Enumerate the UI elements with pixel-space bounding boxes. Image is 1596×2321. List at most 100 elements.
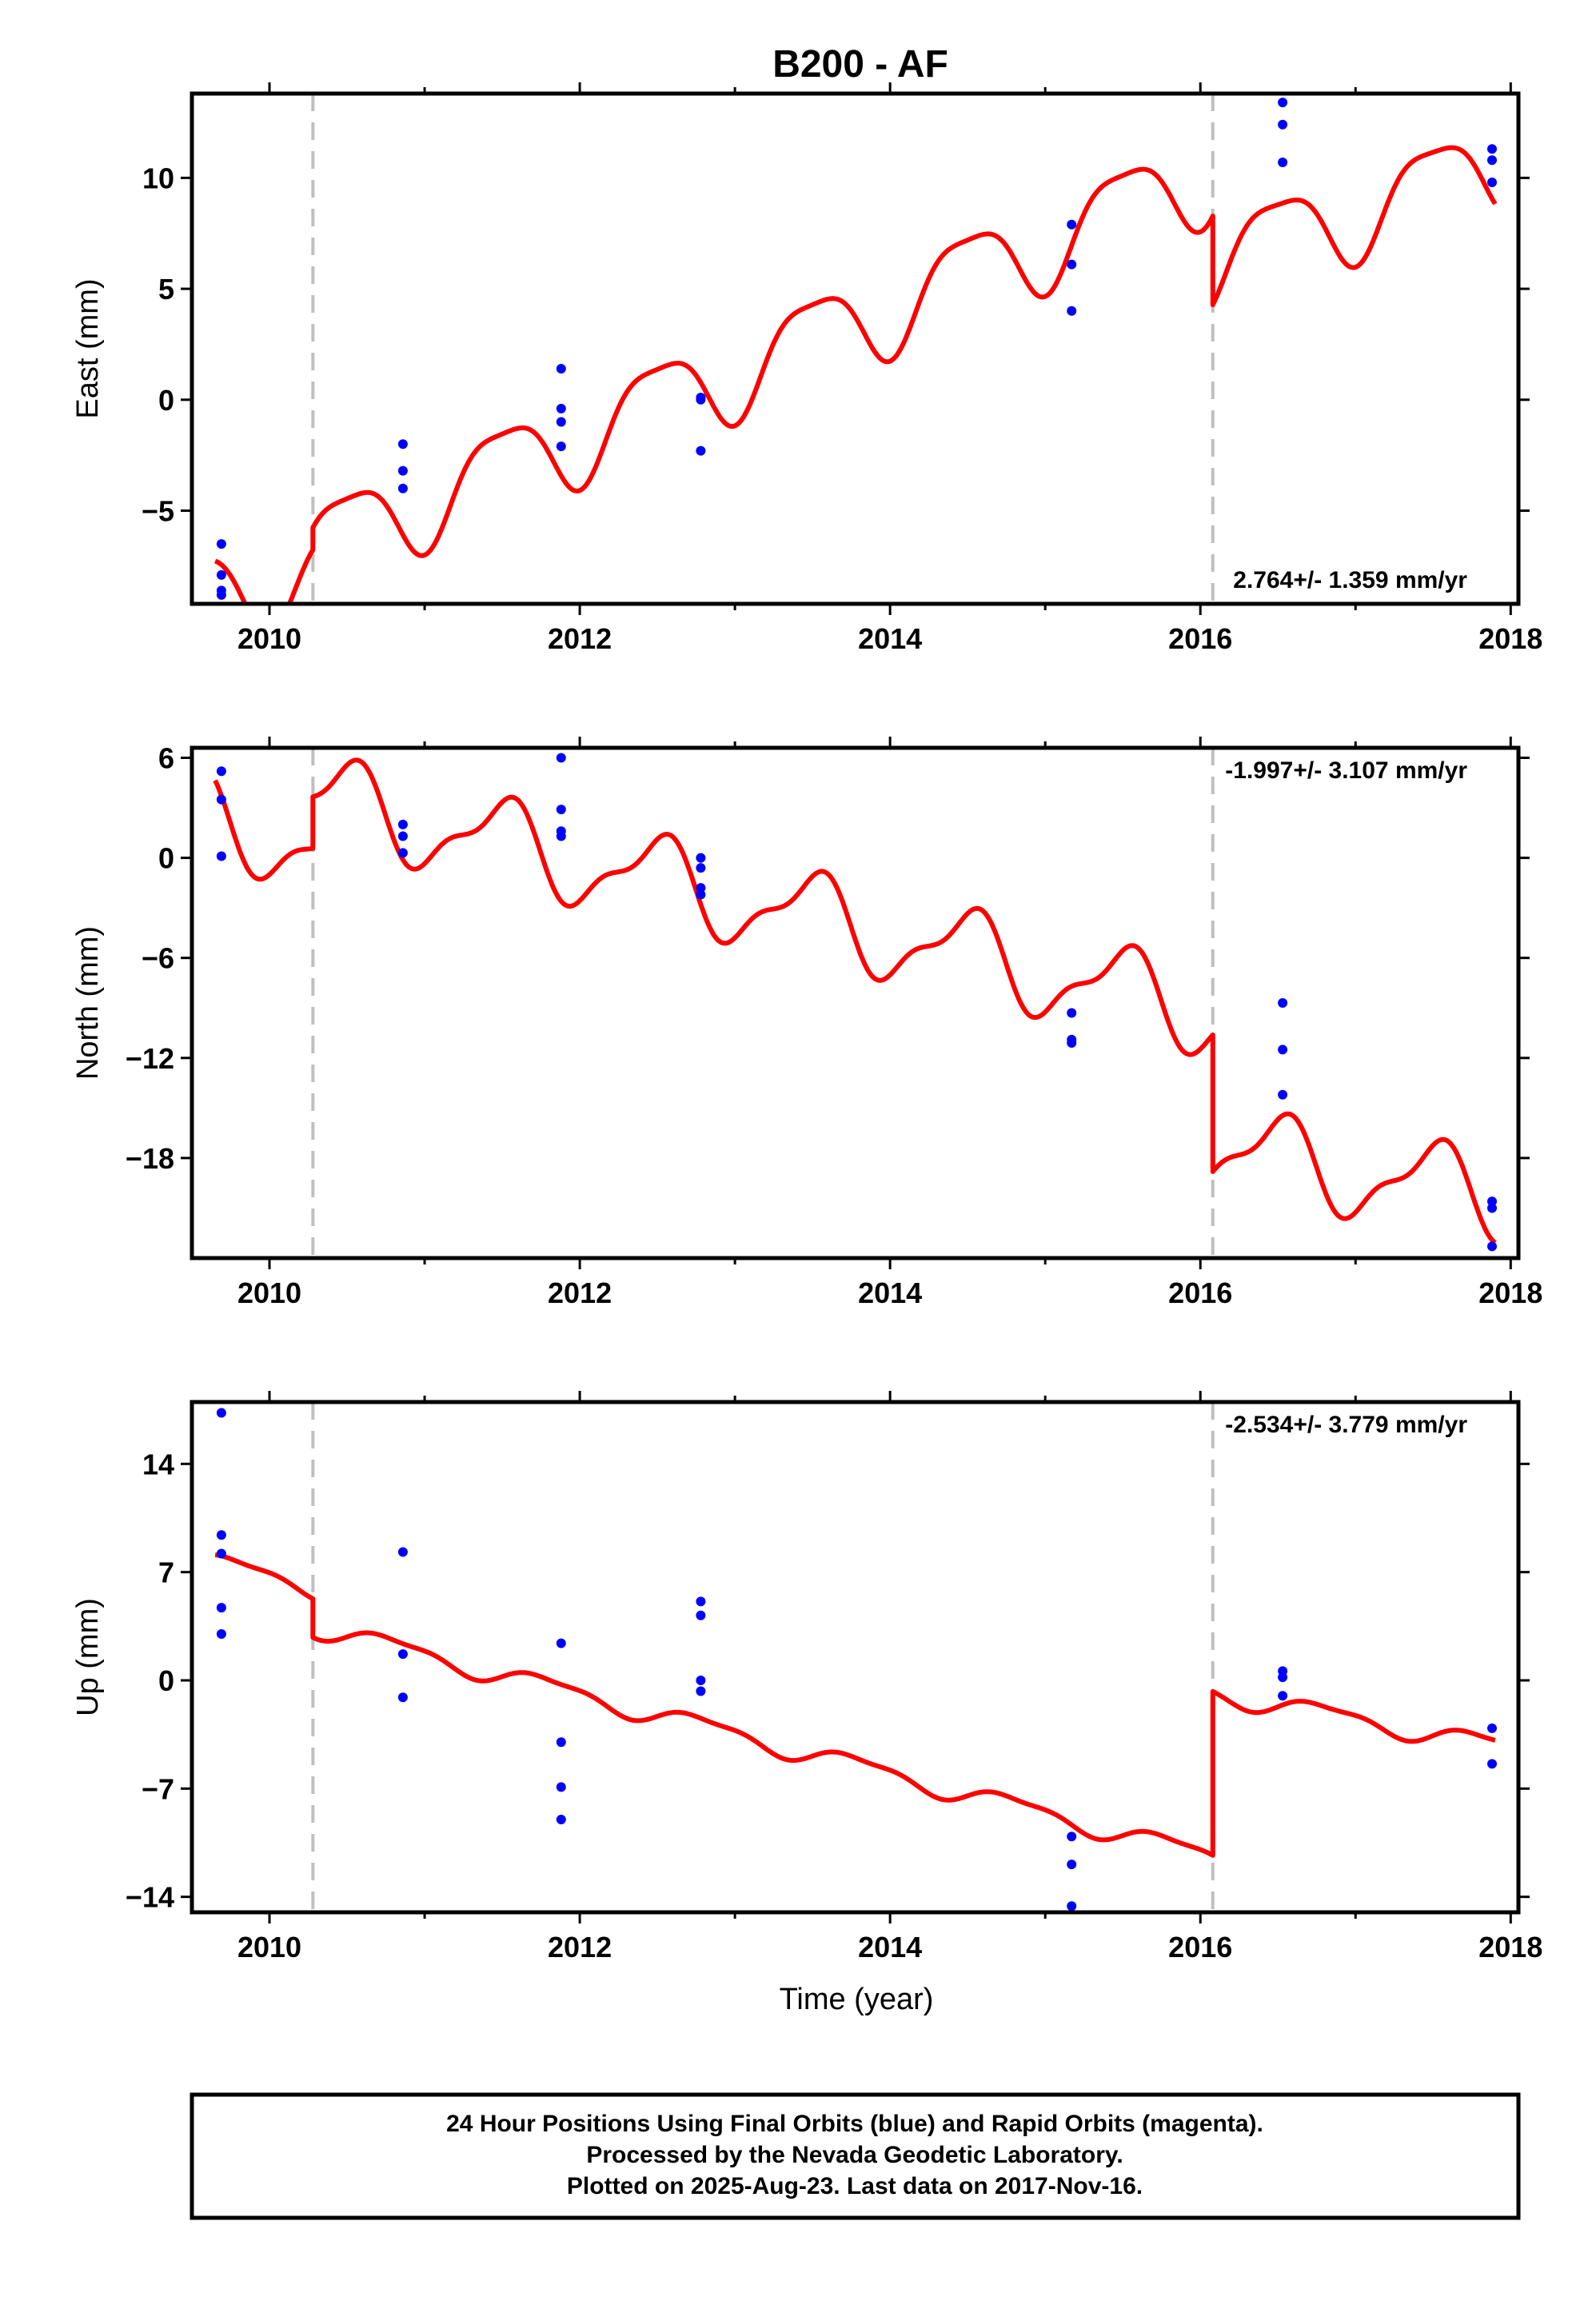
north-data-point: [1278, 998, 1288, 1008]
up-x-tick-label: 2012: [548, 1931, 612, 1963]
footer-box: [190, 2092, 1521, 2220]
up-y-tick-label: 14: [142, 1448, 174, 1480]
north-rate-annotation: -1.997+/- 3.107 mm/yr: [1225, 757, 1467, 784]
east-x-tick-label: 2014: [858, 622, 922, 655]
up-model-line: [213, 1552, 1497, 1858]
up-data-point: [216, 1548, 226, 1559]
north-data-point: [556, 805, 566, 815]
east-rate-annotation: 2.764+/- 1.359 mm/yr: [1233, 567, 1467, 593]
north-model-line: [213, 757, 1497, 1245]
north-data-point: [397, 819, 408, 829]
up-x-tick-label: 2016: [1168, 1931, 1232, 1963]
up-plot-frame: [190, 1400, 1521, 1915]
up-x-tick-label: 2018: [1478, 1931, 1542, 1963]
north-data-point: [556, 753, 566, 763]
north-data-point: [1278, 1089, 1288, 1100]
north-panel: 2010 2012 2014 2016 2018 6 0 −6 −12 −18 North (mm)…: [71, 737, 1542, 1309]
east-data-point: [1278, 98, 1288, 108]
east-y-tick-label: 10: [142, 162, 174, 194]
east-data-point: [1067, 259, 1077, 270]
east-y-tick-label: 5: [158, 273, 174, 306]
east-data-point: [696, 394, 706, 405]
east-data-point: [397, 465, 408, 476]
east-data-point: [1487, 155, 1497, 166]
up-x-tick-label: 2010: [237, 1931, 301, 1963]
north-x-tick-label: 2016: [1168, 1276, 1232, 1309]
north-y-tick-label: −12: [126, 1042, 174, 1075]
north-data-point: [1067, 1038, 1077, 1048]
footer-line-1: 24 Hour Positions Using Final Orbits (bl…: [446, 2111, 1263, 2137]
up-x-tick-label: 2014: [858, 1931, 922, 1963]
north-data-point: [1487, 1241, 1497, 1252]
east-x-tick-label: 2016: [1168, 622, 1232, 655]
up-data-point: [1067, 1901, 1077, 1912]
up-y-tick-label: 0: [158, 1664, 174, 1697]
north-data-point: [216, 851, 226, 861]
up-data-point: [397, 1649, 408, 1660]
chart-title: B200 - AF: [772, 43, 948, 86]
up-data-point: [216, 1408, 226, 1418]
footer-line-2: Processed by the Nevada Geodetic Laborat…: [586, 2142, 1123, 2168]
north-x-tick-label: 2018: [1478, 1276, 1542, 1309]
east-data-point: [556, 364, 566, 374]
north-data-point: [397, 848, 408, 858]
x-axis-label: Time (year): [780, 1983, 934, 2016]
east-data-point: [1067, 306, 1077, 316]
north-y-tick-label: −18: [126, 1142, 174, 1175]
east-data-point: [1278, 158, 1288, 167]
up-data-point: [216, 1530, 226, 1540]
up-data-point: [216, 1603, 226, 1613]
east-data-point: [397, 483, 408, 493]
up-panel: 2010 2012 2014 2016 2018 14 7 0 −7 −14 Up (mm) -2.5…: [71, 1391, 1542, 1963]
up-data-point: [696, 1610, 706, 1620]
up-data-point: [696, 1676, 706, 1685]
east-data-point: [556, 403, 566, 413]
east-x-tick-label: 2010: [237, 622, 301, 655]
up-data-point: [556, 1638, 566, 1648]
north-x-tick-label: 2010: [237, 1276, 301, 1309]
north-y-axis-label: North (mm): [71, 926, 105, 1080]
up-data-point: [556, 1815, 566, 1824]
north-data-point: [1487, 1196, 1497, 1207]
up-data-point: [397, 1692, 408, 1703]
north-y-tick-label: 6: [158, 742, 174, 775]
footer-line-3: Plotted on 2025-Aug-23. Last data on 201…: [567, 2173, 1143, 2199]
up-y-tick-label: 7: [158, 1556, 174, 1589]
north-data-point: [696, 889, 706, 900]
up-rate-annotation: -2.534+/- 3.779 mm/yr: [1225, 1412, 1467, 1438]
up-data-point: [1278, 1672, 1288, 1683]
up-y-axis-label: Up (mm): [71, 1598, 105, 1716]
up-data-point: [556, 1737, 566, 1748]
up-data-point: [216, 1629, 226, 1639]
east-data-point: [1487, 144, 1497, 154]
east-data-point: [397, 439, 408, 449]
east-plot-frame: [190, 91, 1521, 606]
east-data-point: [556, 441, 566, 452]
east-data-point: [1278, 119, 1288, 130]
up-data-point: [1067, 1832, 1077, 1842]
north-plot-frame: [190, 745, 1521, 1260]
east-data-point: [216, 569, 226, 580]
east-data-point: [216, 589, 226, 600]
up-data-point: [1067, 1860, 1077, 1870]
east-data-point: [1487, 178, 1497, 187]
up-y-tick-label: −14: [126, 1881, 174, 1914]
east-y-tick-label: −5: [142, 494, 174, 527]
east-data-point: [216, 539, 226, 549]
north-y-tick-label: −6: [142, 942, 174, 975]
north-data-point: [216, 794, 226, 805]
north-y-tick-label: 0: [158, 842, 174, 875]
east-x-tick-label: 2018: [1478, 622, 1542, 655]
north-data-point: [696, 853, 706, 863]
up-data-point: [1487, 1759, 1497, 1769]
up-y-tick-label: −7: [142, 1772, 174, 1805]
north-data-point: [696, 883, 706, 893]
east-panel: 2010 2012 2014 2016 2018 −5 0 5 10 East (mm) 2.764…: [71, 82, 1542, 655]
north-data-point: [696, 863, 706, 873]
up-data-point: [1487, 1723, 1497, 1733]
north-x-tick-label: 2012: [548, 1276, 612, 1309]
up-data-point: [397, 1547, 408, 1557]
north-data-point: [397, 831, 408, 841]
east-x-tick-label: 2012: [548, 622, 612, 655]
north-x-tick-label: 2014: [858, 1276, 922, 1309]
